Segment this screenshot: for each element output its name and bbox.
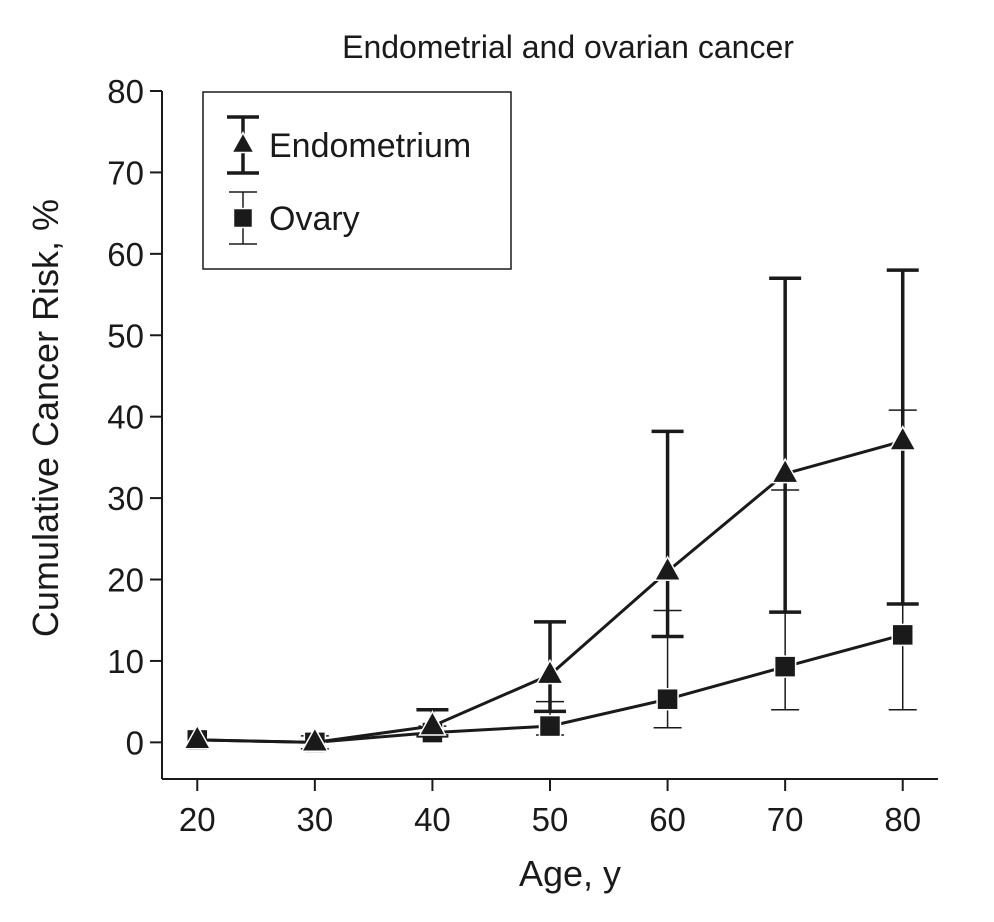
- legend-entry-endometrium: Endometrium: [227, 115, 471, 175]
- data-point: [182, 723, 212, 750]
- x-tick-label: 20: [179, 801, 216, 838]
- x-axis-label: Age, y: [519, 853, 621, 894]
- data-point: [888, 425, 918, 451]
- x-tick-label: 30: [296, 801, 333, 838]
- data-point: [300, 726, 330, 753]
- y-tick-label: 40: [107, 399, 144, 436]
- legend: Endometrium Ovary: [202, 91, 512, 270]
- y-axis-label: Cumulative Cancer Risk, %: [25, 199, 66, 637]
- legend-marker-square: [232, 207, 254, 229]
- data-point: [770, 457, 800, 484]
- data-point: [773, 655, 797, 678]
- data-point: [538, 714, 562, 738]
- legend-box: [202, 91, 512, 270]
- x-tick-label: 60: [649, 801, 686, 838]
- data-point: [656, 687, 679, 711]
- x-tick-label: 50: [532, 801, 569, 838]
- y-tick-label: 10: [107, 643, 144, 680]
- legend-marker-triangle: [230, 131, 256, 154]
- chart-title: Endometrial and ovarian cancer: [342, 29, 794, 65]
- y-tick-label: 30: [107, 480, 144, 517]
- y-tick-label: 20: [107, 562, 144, 599]
- legend-label: Endometrium: [269, 127, 471, 165]
- series-endometrium: [182, 268, 919, 753]
- data-point: [535, 658, 565, 685]
- x-tick-label: 80: [884, 801, 921, 838]
- x-tick-label: 40: [414, 801, 451, 838]
- legend-entry-ovary: Ovary: [229, 191, 360, 245]
- data-point: [653, 555, 682, 582]
- y-tick-label: 50: [107, 317, 144, 354]
- y-tick-label: 60: [107, 236, 144, 273]
- y-tick-label: 80: [107, 73, 144, 110]
- x-tick-label: 70: [767, 801, 804, 838]
- y-tick-label: 70: [107, 154, 144, 191]
- data-point: [418, 710, 447, 736]
- legend-entries: Endometrium Ovary: [227, 115, 471, 245]
- plot-area: [182, 268, 919, 754]
- y-tick-label: 0: [126, 724, 144, 761]
- legend-label: Ovary: [269, 200, 360, 238]
- data-point: [891, 623, 914, 647]
- axis-ticks: 0 10 20 30 40 50 60 70 80 20 30 40 50 60 70 80: [107, 73, 921, 838]
